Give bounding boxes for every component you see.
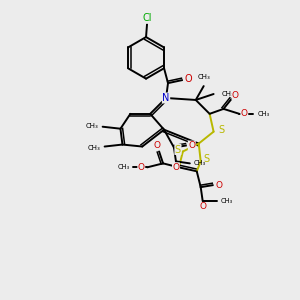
Text: S: S	[175, 145, 181, 154]
Text: CH₃: CH₃	[88, 145, 100, 151]
Text: CH₃: CH₃	[197, 74, 210, 80]
Text: O: O	[154, 141, 160, 150]
Text: CH₃: CH₃	[117, 164, 129, 170]
Text: O: O	[138, 163, 145, 172]
Text: S: S	[218, 125, 225, 135]
Text: O: O	[232, 91, 239, 100]
Text: CH₃: CH₃	[221, 91, 234, 97]
Text: O: O	[241, 109, 248, 118]
Text: CH₃: CH₃	[194, 160, 206, 166]
Text: O: O	[215, 181, 222, 190]
Text: O: O	[184, 74, 192, 84]
Text: Cl: Cl	[142, 13, 152, 23]
Text: S: S	[204, 154, 210, 164]
Text: N: N	[162, 93, 170, 103]
Text: O: O	[199, 202, 206, 211]
Text: O: O	[172, 163, 179, 172]
Text: CH₃: CH₃	[86, 123, 99, 129]
Text: CH₃: CH₃	[257, 111, 269, 117]
Text: CH₃: CH₃	[220, 198, 233, 204]
Text: O: O	[188, 141, 195, 150]
